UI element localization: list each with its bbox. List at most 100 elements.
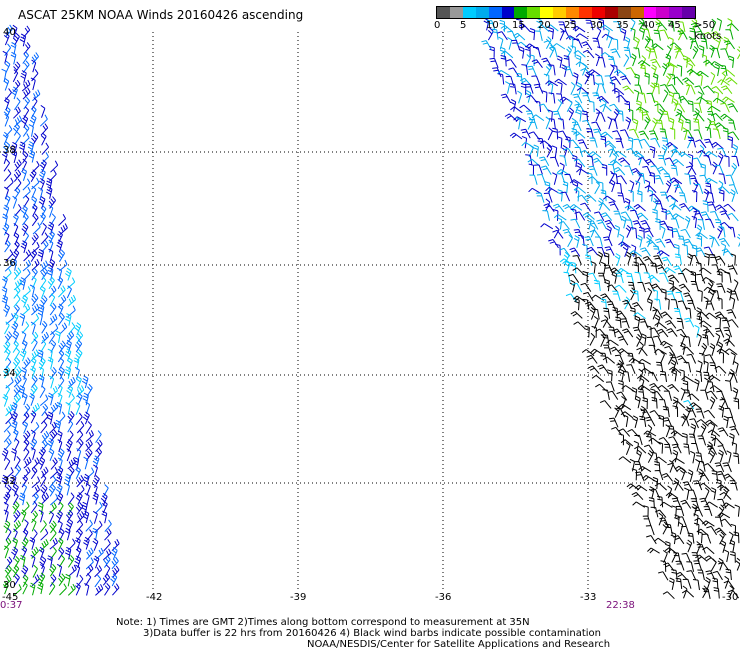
wind-barb bbox=[32, 564, 38, 578]
wind-barb bbox=[56, 563, 63, 577]
wind-barb bbox=[37, 248, 44, 262]
wind-barb bbox=[702, 200, 709, 212]
wind-barb bbox=[40, 232, 49, 245]
wind-barb bbox=[679, 203, 691, 212]
wind-barb bbox=[535, 192, 545, 203]
wind-barb bbox=[669, 285, 683, 293]
wind-barb bbox=[21, 392, 28, 406]
wind-barb bbox=[100, 492, 108, 506]
wind-barb bbox=[705, 312, 718, 320]
wind-barb bbox=[620, 439, 634, 447]
wind-barb bbox=[700, 389, 709, 400]
wind-barb bbox=[565, 135, 571, 148]
wind-barb bbox=[83, 536, 90, 550]
wind-barb bbox=[663, 267, 676, 274]
wind-barb bbox=[57, 448, 65, 462]
wind-barb bbox=[629, 307, 636, 319]
wind-barb bbox=[3, 501, 9, 515]
wind-barb bbox=[518, 46, 525, 59]
wind-barb bbox=[48, 448, 55, 461]
wind-barb bbox=[13, 286, 21, 299]
wind-barb bbox=[93, 555, 100, 569]
wind-barb bbox=[22, 231, 30, 245]
wind-barb bbox=[720, 113, 733, 121]
wind-barb bbox=[40, 295, 48, 308]
wind-barb bbox=[695, 232, 708, 239]
wind-barb bbox=[689, 27, 696, 40]
wind-barb bbox=[590, 224, 596, 238]
wind-barb bbox=[691, 215, 697, 229]
wind-barb bbox=[496, 31, 508, 41]
wind-barb bbox=[725, 29, 734, 40]
wind-barb bbox=[23, 96, 31, 110]
wind-barb bbox=[654, 298, 662, 310]
wind-barb bbox=[666, 328, 678, 337]
wind-barb bbox=[2, 131, 9, 145]
wind-barb bbox=[600, 131, 614, 140]
wind-barb bbox=[574, 100, 580, 113]
wind-barb bbox=[690, 450, 696, 464]
wind-barb bbox=[32, 485, 41, 497]
wind-barb bbox=[644, 116, 650, 130]
wind-barb bbox=[645, 416, 656, 427]
wind-barb bbox=[722, 127, 729, 140]
wind-barb bbox=[614, 284, 627, 293]
wind-barb bbox=[704, 354, 716, 364]
wind-barb bbox=[12, 501, 20, 514]
wind-barb bbox=[695, 370, 703, 382]
wind-barb bbox=[582, 298, 590, 310]
wind-barb bbox=[535, 30, 543, 42]
wind-barb bbox=[569, 19, 576, 32]
wind-barb bbox=[652, 476, 659, 490]
wind-barb bbox=[660, 311, 673, 320]
wind-barb bbox=[570, 208, 578, 220]
wind-barb bbox=[591, 121, 602, 132]
wind-barb bbox=[728, 184, 739, 195]
wind-barb bbox=[618, 428, 631, 437]
wind-barb bbox=[707, 441, 713, 455]
wind-barb bbox=[685, 165, 697, 175]
wind-barb bbox=[728, 131, 740, 141]
wind-barb bbox=[713, 587, 720, 599]
wind-barb bbox=[13, 240, 20, 254]
wind-barb bbox=[64, 482, 70, 496]
wind-barb bbox=[31, 241, 40, 254]
wind-barb bbox=[673, 308, 682, 319]
wind-barb bbox=[569, 279, 576, 293]
wind-barb bbox=[670, 218, 680, 229]
wind-barb bbox=[621, 396, 626, 409]
wind-barb bbox=[487, 27, 494, 41]
wind-barb bbox=[646, 336, 656, 347]
wind-barb bbox=[678, 283, 691, 293]
wind-barb bbox=[72, 456, 80, 470]
wind-barb bbox=[665, 523, 673, 535]
wind-barb bbox=[48, 258, 56, 272]
wind-barb bbox=[1, 448, 9, 461]
wind-barb bbox=[696, 315, 702, 328]
wind-barb bbox=[48, 196, 56, 209]
wind-barb bbox=[654, 103, 666, 113]
wind-barb bbox=[662, 89, 669, 103]
wind-barb bbox=[664, 443, 672, 455]
wind-barb bbox=[666, 290, 676, 301]
wind-barb bbox=[570, 311, 583, 319]
wind-barb bbox=[657, 155, 667, 166]
wind-barb bbox=[638, 465, 652, 473]
wind-barb bbox=[564, 173, 574, 184]
wind-barb bbox=[606, 339, 619, 347]
wind-barb bbox=[594, 181, 601, 195]
wind-barb bbox=[580, 202, 592, 212]
wind-barb bbox=[486, 20, 496, 31]
wind-barb bbox=[521, 64, 529, 76]
wind-barb bbox=[5, 348, 11, 361]
wind-barb bbox=[615, 182, 623, 194]
wind-barb bbox=[649, 145, 656, 159]
wind-barb bbox=[699, 497, 710, 508]
wind-barb bbox=[525, 89, 532, 103]
wind-barb bbox=[640, 333, 647, 346]
wind-barb bbox=[678, 521, 684, 535]
lon-label-42: -42 bbox=[146, 592, 163, 603]
wind-barb bbox=[554, 243, 561, 256]
wind-barb bbox=[602, 389, 610, 400]
wind-barb bbox=[41, 492, 50, 505]
